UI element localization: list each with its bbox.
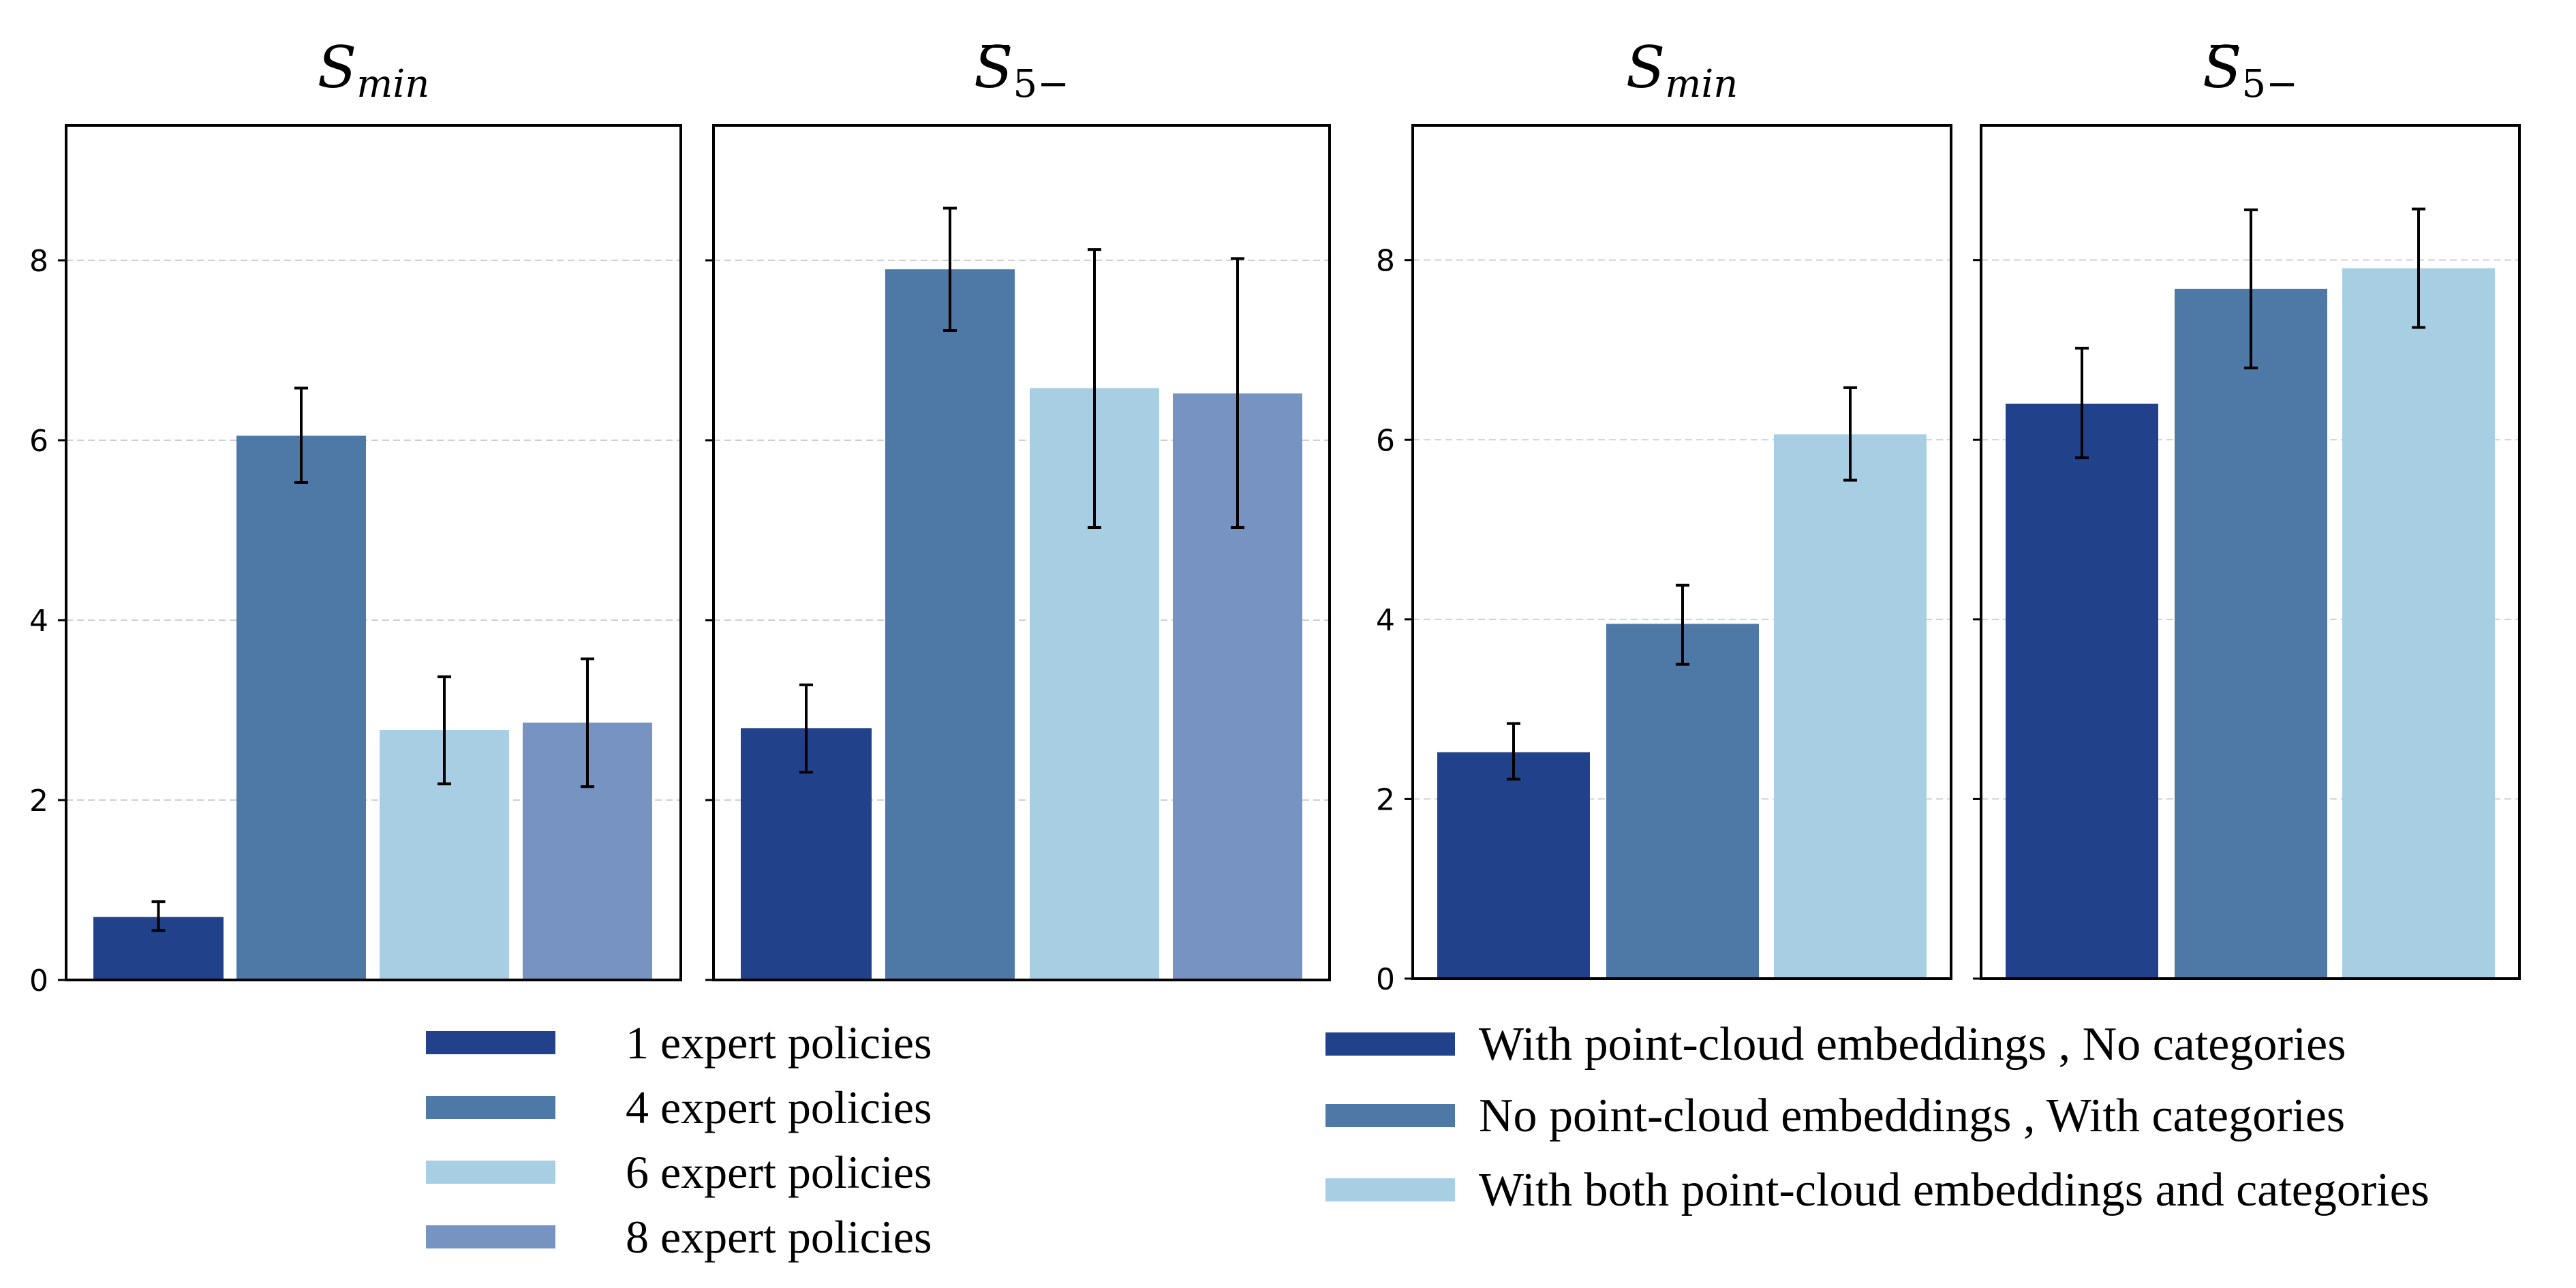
legend-swatch <box>426 1161 555 1184</box>
bar-2 <box>2175 288 2327 979</box>
error-bar-2 <box>943 206 957 332</box>
legend-label: 6 expert policies <box>626 1146 932 1198</box>
legend-label: No point-cloud embeddings , With categor… <box>1479 1090 2345 1142</box>
bar-2 <box>885 269 1015 981</box>
legend-label: With point-cloud embeddings , No categor… <box>1479 1018 2346 1071</box>
y-tick-label: 8 <box>1376 244 1395 279</box>
panel-frame <box>1980 124 2521 980</box>
error-bar-4 <box>581 657 594 788</box>
y-tick-label: 6 <box>29 424 48 459</box>
y-tick-label: 0 <box>29 964 48 998</box>
legend-item: 4 expert policies <box>426 1082 932 1133</box>
bar-3 <box>1774 434 1927 979</box>
panel-frame <box>712 124 1331 981</box>
chart-panels: 0 2 4 6 8 Smin S5− 0 2 4 6 8 Smin S5− <box>29 34 2521 998</box>
legend-label: 4 expert policies <box>626 1082 932 1133</box>
bar-2 <box>1606 624 1759 979</box>
y-tick-label: 2 <box>1376 782 1395 817</box>
error-bar-1 <box>1507 722 1520 781</box>
legend-item: 6 expert policies <box>426 1146 932 1198</box>
y-tick-label: 4 <box>29 604 48 639</box>
legend-item: With point-cloud embeddings , No categor… <box>1325 1018 2346 1071</box>
error-bar-1 <box>799 684 813 774</box>
y-tick-label: 2 <box>29 784 48 818</box>
chart-legends: 1 expert policies 4 expert policies 6 expe… <box>426 1017 2429 1263</box>
legend-label: With both point-cloud embeddings and cat… <box>1479 1164 2429 1216</box>
legend-label: 8 expert policies <box>626 1211 932 1263</box>
error-bar-3 <box>2412 207 2425 329</box>
legend-swatch <box>426 1225 555 1248</box>
legend-swatch <box>426 1096 555 1119</box>
panel-title: Smin <box>318 34 430 106</box>
error-bar-1 <box>2075 346 2089 459</box>
legend-2: With point-cloud embeddings , No categor… <box>1325 1018 2429 1216</box>
legend-swatch <box>1325 1178 1455 1201</box>
chart-panel-3: 0 2 4 6 8 Smin <box>1376 34 1952 997</box>
chart-panel-2: S5− <box>705 34 1331 981</box>
panel-title: Smin <box>1626 34 1738 106</box>
error-bar-2 <box>2244 208 2258 369</box>
chart-panel-1: 0 2 4 6 8 Smin <box>29 34 682 998</box>
bar-3 <box>2342 268 2495 979</box>
error-bar-4 <box>1231 257 1244 530</box>
y-tick-label: 6 <box>1376 423 1395 458</box>
chart-panel-4: S5− <box>1973 34 2521 980</box>
legend-swatch <box>1325 1104 1455 1127</box>
panel-frame <box>65 124 682 981</box>
error-bar-2 <box>1676 583 1689 666</box>
y-tick-label: 4 <box>1376 603 1395 638</box>
error-bar-1 <box>151 900 166 932</box>
legend-1: 1 expert policies 4 expert policies 6 expe… <box>426 1017 932 1263</box>
bar-1 <box>2006 403 2158 979</box>
error-bar-3 <box>438 675 451 786</box>
legend-item: With both point-cloud embeddings and cat… <box>1325 1164 2429 1216</box>
legend-item: 8 expert policies <box>426 1211 932 1263</box>
panel-frame <box>1411 124 1952 980</box>
y-tick-label: 0 <box>1376 962 1395 997</box>
legend-item: No point-cloud embeddings , With categor… <box>1325 1090 2345 1142</box>
legend-item: 1 expert policies <box>426 1017 932 1069</box>
bar-1 <box>1437 752 1590 979</box>
error-bar-3 <box>1088 248 1101 530</box>
bar-2 <box>236 435 366 980</box>
legend-swatch <box>1325 1032 1455 1056</box>
legend-swatch <box>426 1031 555 1054</box>
legend-label: 1 expert policies <box>626 1017 932 1069</box>
error-bar-3 <box>1843 386 1857 482</box>
error-bar-2 <box>294 386 308 485</box>
y-tick-label: 8 <box>29 244 48 279</box>
